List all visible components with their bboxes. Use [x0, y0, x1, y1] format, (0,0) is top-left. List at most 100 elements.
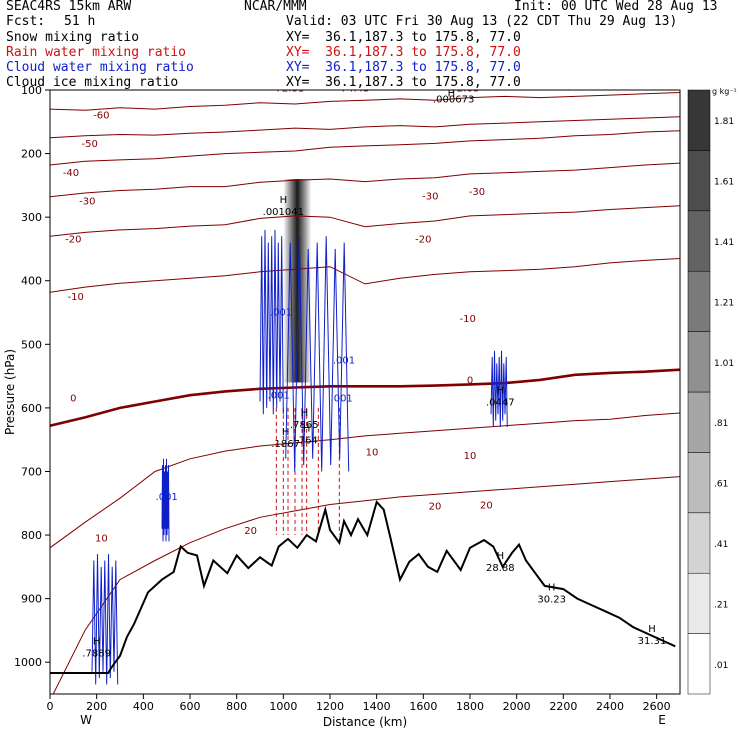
high-value: .001041	[263, 207, 304, 218]
x-tick-label: 1400	[363, 700, 391, 713]
y-axis-label: Pressure (hPa)	[3, 349, 17, 435]
contour-label: -60	[93, 111, 109, 122]
x-tick-label: 1000	[269, 700, 297, 713]
colorbar-bin	[687, 391, 711, 453]
temperature-contour	[50, 205, 680, 237]
y-tick-label: 100	[21, 84, 42, 97]
contour-label: -10	[67, 292, 83, 303]
high-marker: H	[301, 408, 309, 419]
cloud-water-contour	[490, 350, 508, 428]
cloud-water-contour	[91, 554, 119, 685]
top-annotation: .000673	[433, 95, 474, 106]
cloud-water-contour	[161, 458, 170, 542]
temperature-contour	[50, 258, 680, 293]
contour-label: -20	[65, 235, 81, 246]
colorbar-label: 1.21	[714, 298, 734, 308]
x-tick-label: 2200	[549, 700, 577, 713]
contour-label: 20	[480, 500, 493, 511]
cloud-label: .001	[331, 394, 353, 405]
x-tick-label: 200	[86, 700, 107, 713]
x-tick-label: 2000	[503, 700, 531, 713]
high-marker: H	[548, 583, 556, 594]
contour-label: 10	[464, 451, 477, 462]
field-rain-xy: XY= 36.1,187.3 to 175.8, 77.0	[286, 45, 521, 60]
colorbar-bin	[687, 572, 711, 634]
field-snow-name: Snow mixing ratio	[6, 30, 140, 45]
field-cloudwater-name: Cloud water mixing ratio	[6, 60, 194, 75]
colorbar-label: 1.41	[714, 238, 734, 248]
x-tick-label: 2400	[596, 700, 624, 713]
cloud-water-contour	[259, 229, 284, 415]
colorbar-label: 1.01	[714, 359, 734, 369]
temperature-contour	[50, 130, 680, 166]
high-marker: H	[648, 624, 656, 635]
high-value: .7865	[290, 420, 319, 431]
top-annotation: -72.68	[447, 83, 479, 94]
fcst-value: 51 h	[64, 14, 96, 29]
x-tick-label: 2600	[643, 700, 671, 713]
high-value: .1867	[271, 439, 300, 450]
high-marker: H	[280, 195, 288, 206]
temperature-contour	[50, 368, 680, 427]
center-label: NCAR/MMM	[244, 0, 307, 14]
colorbar-label: .81	[714, 419, 728, 429]
y-tick-label: 700	[21, 465, 42, 478]
contour-label: 10	[95, 533, 108, 544]
valid-time: Valid: 03 UTC Fri 30 Aug 13 (22 CDT Thu …	[286, 14, 678, 29]
top-annotation: -74.43	[337, 83, 369, 94]
contour-label: 20	[244, 526, 257, 537]
x-tick-label: 0	[47, 700, 54, 713]
high-marker: H	[497, 551, 505, 562]
colorbar-bin	[687, 210, 711, 272]
contour-label: 10	[366, 448, 379, 459]
east-label: E	[658, 713, 666, 727]
plot-frame	[49, 89, 681, 695]
colorbar-bin	[687, 89, 711, 151]
fcst-label: Fcst:	[6, 14, 46, 29]
colorbar-label: 1.61	[714, 178, 734, 188]
high-marker: H	[282, 427, 290, 438]
colorbar-label: .61	[714, 480, 728, 490]
temperature-contour	[50, 412, 680, 549]
west-label: W	[80, 713, 92, 727]
cloud-water-contour	[285, 236, 350, 472]
cloud-label: .001	[270, 308, 292, 319]
x-axis-label: Distance (km)	[323, 715, 407, 729]
cloud-label: .001	[333, 355, 355, 366]
cloud-label: .001	[156, 492, 178, 503]
cloud-label: .001	[268, 390, 290, 401]
colorbar-unit: g kg⁻¹	[712, 87, 737, 96]
model-title: SEAC4RS 15km ARW	[6, 0, 132, 14]
y-tick-label: 300	[21, 211, 42, 224]
temperature-contour	[50, 162, 680, 198]
contour-label: -30	[79, 196, 95, 207]
y-tick-label: 600	[21, 402, 42, 415]
colorbar-bin	[687, 270, 711, 332]
colorbar-bin	[687, 452, 711, 514]
terrain-line	[50, 500, 676, 674]
top-annotation: H	[448, 88, 456, 99]
field-ice-name: Cloud ice mixing ratio	[6, 75, 179, 90]
contour-label: 0	[70, 394, 76, 405]
x-tick-label: 1800	[456, 700, 484, 713]
high-value: .0447	[486, 398, 515, 409]
y-tick-label: 500	[21, 338, 42, 351]
colorbar-label: .01	[714, 661, 728, 671]
contour-label: -20	[415, 235, 431, 246]
colorbar-bin	[687, 512, 711, 574]
field-rain-name: Rain water mixing ratio	[6, 45, 187, 60]
contour-label: -30	[422, 191, 438, 202]
contour-label: 0	[467, 376, 473, 387]
y-tick-label: 400	[21, 275, 42, 288]
y-tick-label: 1000	[14, 656, 42, 669]
contour-label: -50	[81, 139, 97, 150]
x-tick-label: 1200	[316, 700, 344, 713]
init-time: Init: 00 UTC Wed 28 Aug 13	[514, 0, 718, 14]
high-value: .764	[296, 436, 318, 447]
y-tick-label: 200	[21, 148, 42, 161]
colorbar-bin	[687, 150, 711, 212]
temperature-contour	[50, 116, 680, 139]
contour-label: 20	[429, 502, 442, 513]
y-tick-label: 800	[21, 529, 42, 542]
